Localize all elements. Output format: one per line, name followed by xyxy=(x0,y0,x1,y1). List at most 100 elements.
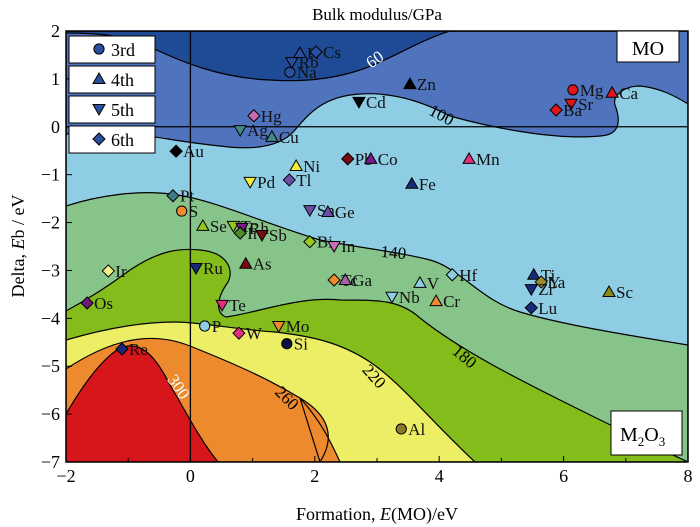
data-point-nb: Nb xyxy=(385,288,420,307)
triangle-up-marker xyxy=(429,294,443,307)
label-box xyxy=(616,30,680,63)
diamond-icon xyxy=(92,132,106,146)
y-tick-label: −1 xyxy=(41,165,60,185)
triangle-down-marker xyxy=(327,241,341,254)
point-label: Pd xyxy=(257,173,275,192)
point-label: Cd xyxy=(366,93,386,112)
data-point-au: Au xyxy=(169,142,204,161)
triangle-down-marker xyxy=(564,98,578,111)
label-text: M2O3 xyxy=(620,424,665,449)
data-point-sc: Sc xyxy=(602,283,633,302)
x-tick-label: 8 xyxy=(684,466,693,486)
circle-marker xyxy=(395,423,407,435)
contour-regions xyxy=(66,31,688,462)
triangle-up-marker xyxy=(602,284,616,297)
legend-box xyxy=(68,125,156,154)
data-point-al: Al xyxy=(395,420,426,439)
circle-marker xyxy=(199,320,211,332)
legend-entry-6th: 6th xyxy=(68,125,156,154)
diamond-marker xyxy=(445,268,459,282)
data-points: NaKRbCsZnCdMgCaSrBaHgAgCuAuNiPdTlPbCoMnF… xyxy=(80,43,638,439)
data-point-si: Si xyxy=(281,335,308,354)
diamond-marker xyxy=(247,109,261,123)
point-label: Ca xyxy=(619,84,638,103)
point-label: Y xyxy=(548,273,560,292)
point-label: Re xyxy=(129,340,148,359)
point-label: Sc xyxy=(616,283,633,302)
diamond-marker xyxy=(309,45,323,59)
triangle-down-marker xyxy=(255,230,269,243)
point-label: V xyxy=(427,274,440,293)
triangle-down-marker xyxy=(189,263,203,276)
point-label: Al xyxy=(408,420,425,439)
data-point-te: Te xyxy=(215,296,246,315)
data-point-in: In xyxy=(327,237,356,256)
y-tick-label: −4 xyxy=(41,308,60,328)
data-point-lu: Lu xyxy=(524,299,558,318)
point-label: La xyxy=(547,273,565,292)
data-point-re: Re xyxy=(115,340,148,359)
legend-label: 6th xyxy=(111,130,134,150)
triangle-down-marker xyxy=(524,284,539,297)
data-point-na: Na xyxy=(284,63,317,82)
triangle-up-marker xyxy=(403,77,417,90)
legend-entry-4th: 4th xyxy=(68,65,156,94)
data-point-y: Y xyxy=(534,273,560,292)
data-point-bi: Bi xyxy=(303,233,333,252)
data-point-as: As xyxy=(238,255,272,274)
chart-title: Bulk modulus/GPa xyxy=(312,5,442,24)
point-label: Pt xyxy=(180,187,194,206)
point-label: Hf xyxy=(459,266,477,285)
point-label: S xyxy=(189,202,198,221)
point-label: Co xyxy=(378,150,398,169)
point-label: Ge xyxy=(335,203,355,222)
point-label: Cu xyxy=(279,128,299,147)
triangle-up-marker xyxy=(293,46,307,59)
triangle-down-marker xyxy=(271,320,286,334)
legend-label: 5th xyxy=(111,100,134,120)
point-label: Na xyxy=(297,63,317,82)
legend-box xyxy=(68,35,156,64)
label-text: MO xyxy=(632,38,664,60)
diamond-marker xyxy=(282,173,297,187)
point-label: Nb xyxy=(399,288,420,307)
point-label: Au xyxy=(183,142,204,161)
point-label: Te xyxy=(229,296,246,315)
diamond-marker xyxy=(303,235,317,249)
point-label: P xyxy=(212,317,221,336)
triangle-down-marker xyxy=(284,57,299,70)
x-tick-label: 2 xyxy=(310,466,319,486)
point-label: Ga xyxy=(352,271,372,290)
contour-label-140: 140 xyxy=(380,242,407,263)
point-label: Si xyxy=(294,335,308,354)
point-label: Fe xyxy=(419,175,436,194)
point-label: As xyxy=(253,255,272,274)
data-point-pt: Pt xyxy=(166,187,194,206)
diamond-marker xyxy=(534,275,548,289)
y-tick-label: −2 xyxy=(41,213,60,233)
triangle-up-marker xyxy=(195,218,210,231)
triangle-up-marker xyxy=(404,176,419,189)
data-point-ca: Ca xyxy=(605,84,638,103)
triangle-up-marker xyxy=(338,273,353,286)
legend-box xyxy=(68,65,156,94)
y-tick-label: 2 xyxy=(51,21,60,41)
data-point-ru: Ru xyxy=(189,259,223,278)
data-point-v: V xyxy=(413,274,440,293)
circle-marker xyxy=(176,205,188,217)
diamond-marker xyxy=(233,226,247,240)
legend: 3rd 4th 5th 6th xyxy=(68,35,156,154)
data-point-s: S xyxy=(176,202,198,221)
diamond-marker xyxy=(549,103,563,117)
circle-icon xyxy=(93,43,105,55)
point-label: In xyxy=(341,237,356,256)
triangle-down-marker xyxy=(215,299,229,312)
data-point-cu: Cu xyxy=(265,128,299,147)
legend-label: 4th xyxy=(111,70,134,90)
x-tick-label: 6 xyxy=(559,466,568,486)
label-box xyxy=(610,410,683,456)
data-point-zn: Zn xyxy=(403,75,436,94)
data-point-ag: Ag xyxy=(233,121,268,140)
triangle-down-marker xyxy=(352,96,366,109)
point-label: Lu xyxy=(538,299,557,318)
